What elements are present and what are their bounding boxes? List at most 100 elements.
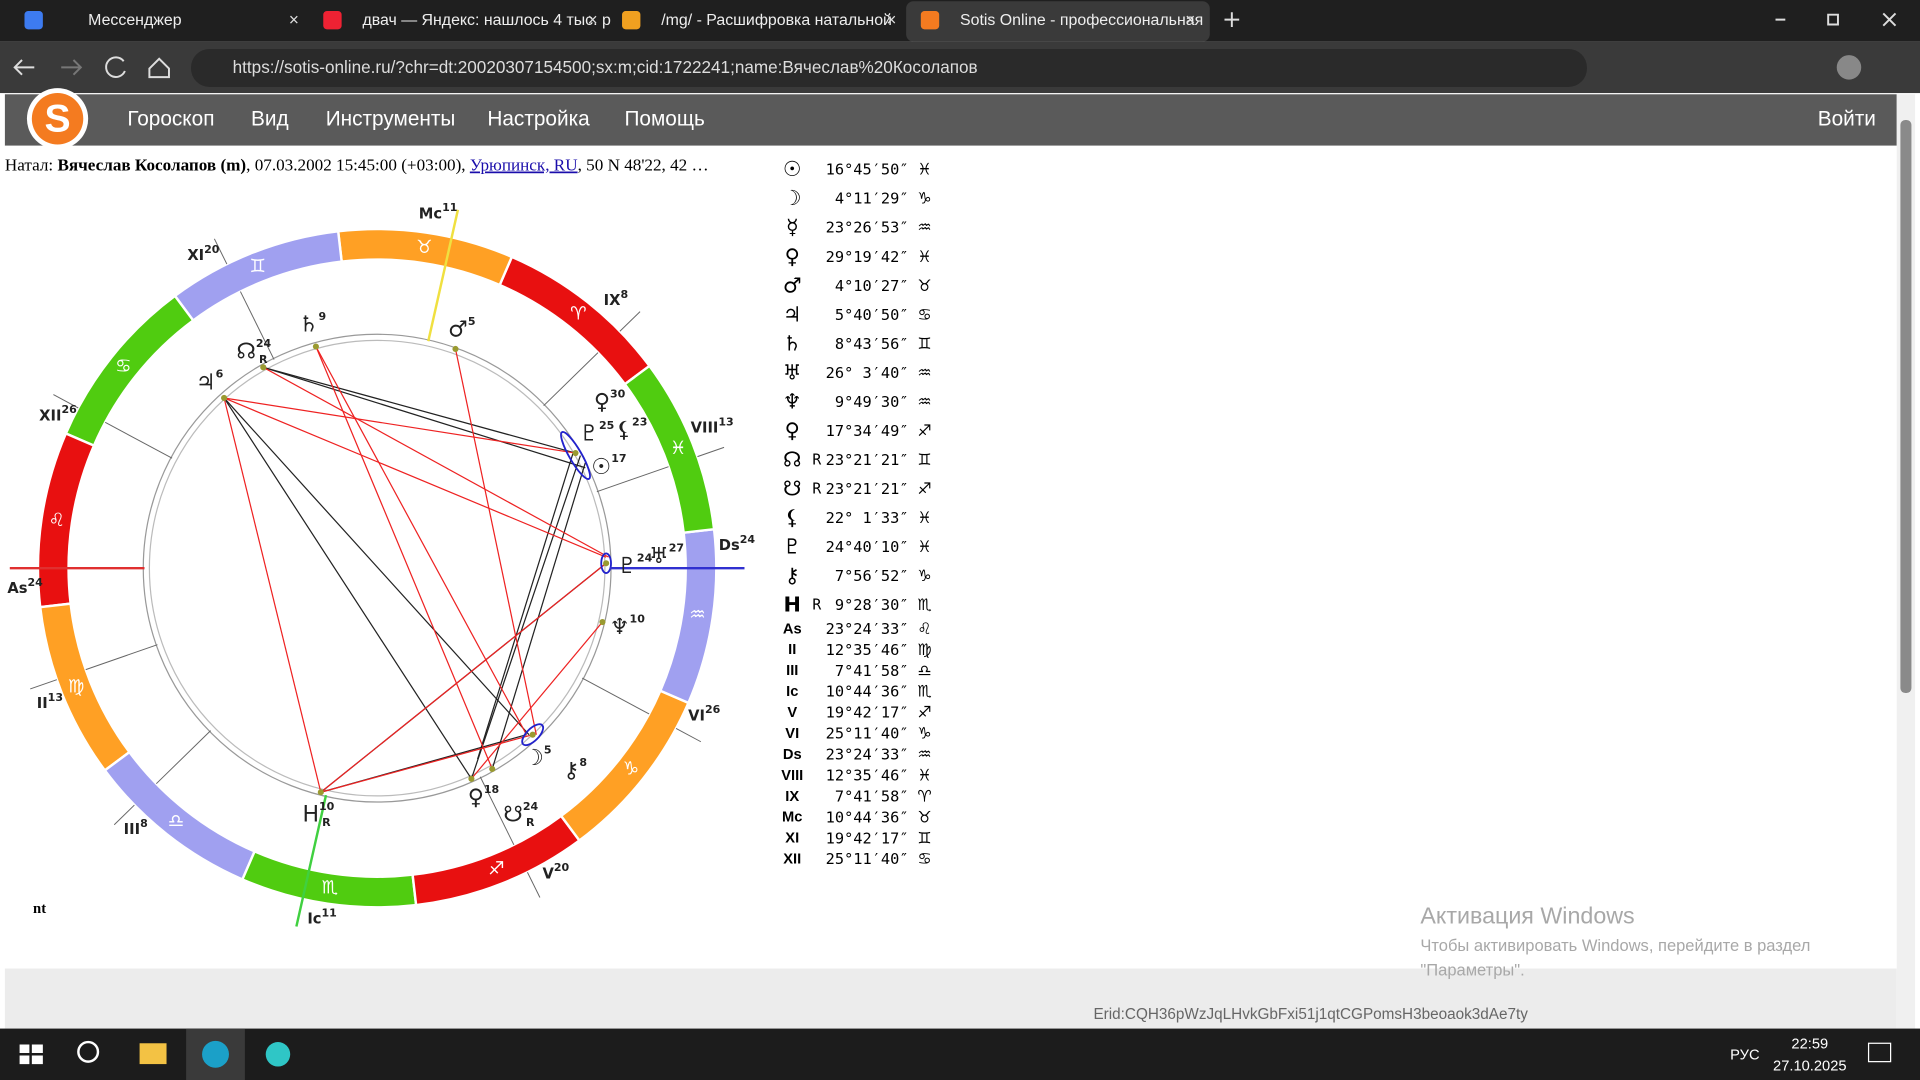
- position-glyph: ⚷: [785, 563, 800, 587]
- house-degree: 24: [740, 533, 756, 546]
- reload-button[interactable]: [105, 56, 126, 78]
- taskbar-time[interactable]: 22:59: [1791, 1036, 1828, 1052]
- app-icon[interactable]: [265, 1042, 291, 1067]
- back-button[interactable]: [13, 59, 35, 76]
- house-cusp: [295, 794, 328, 927]
- position-sign: ♓: [917, 508, 931, 527]
- house-name: VI: [688, 707, 705, 724]
- position-value: 4°10′27″: [835, 277, 909, 295]
- tab-icon: [622, 11, 641, 30]
- zodiac-sign: ♑: [623, 758, 639, 779]
- window-controls[interactable]: [1224, 12, 1897, 27]
- planet-label: ♇24: [617, 551, 652, 579]
- planet-dot: [260, 364, 267, 371]
- menu-item[interactable]: Гороскоп: [127, 108, 214, 131]
- tab-close[interactable]: ×: [1185, 9, 1195, 29]
- position-sign: ♑: [917, 189, 931, 208]
- home-button[interactable]: [148, 57, 170, 79]
- planet-dot: [489, 765, 496, 773]
- planet-glyph: ⚷: [563, 758, 579, 783]
- house-row-sign: ♉: [917, 807, 931, 826]
- natal-city[interactable]: Урюпинск, RU: [470, 155, 578, 174]
- planet-degree: 9: [319, 310, 327, 323]
- planet-glyph: ♄: [299, 313, 319, 338]
- position-glyph: H: [784, 593, 801, 617]
- planet-degree: 5: [544, 744, 552, 757]
- explorer-icon[interactable]: [139, 1043, 167, 1065]
- position-sign: ♑: [917, 566, 931, 585]
- edge-icon[interactable]: [202, 1040, 229, 1068]
- activation-title: Активация Windows: [1420, 902, 1634, 928]
- planet-label: ♄9: [299, 310, 326, 338]
- house-name: II: [37, 695, 48, 712]
- tab-close[interactable]: ×: [588, 9, 598, 29]
- zodiac-sign: ♋: [115, 356, 131, 377]
- menu-item[interactable]: Вид: [251, 108, 289, 131]
- address-bar[interactable]: [191, 48, 1587, 87]
- position-sign: ♐: [917, 421, 931, 440]
- house-row-label: II: [788, 642, 796, 658]
- tab-title[interactable]: двач — Яндекс: нашлось 4 тыс. р: [362, 12, 611, 29]
- planet-degree: 24: [256, 337, 272, 350]
- position-sign: ♓: [917, 160, 931, 179]
- house-row-sign: ♍: [917, 640, 931, 659]
- notifications-button[interactable]: [1867, 1042, 1892, 1063]
- chart-mode: nt: [33, 901, 46, 917]
- url[interactable]: https://sotis-online.ru/?chr=dt:20020307…: [233, 57, 978, 77]
- scrollbar-thumb[interactable]: [1900, 120, 1912, 694]
- forward-button[interactable]: [61, 59, 83, 76]
- taskbar-date[interactable]: 27.10.2025: [1773, 1058, 1847, 1074]
- tab-icon: [920, 11, 940, 30]
- menu-item[interactable]: Инструменты: [326, 108, 456, 131]
- house-name: III: [124, 821, 140, 838]
- planet-dot: [221, 394, 228, 402]
- house-label: IX8: [604, 288, 628, 309]
- aspect-lines: [223, 346, 609, 793]
- house-row-label: VI: [785, 726, 799, 742]
- menu-item[interactable]: Помощь: [624, 108, 704, 131]
- house-row-sign: ♒: [917, 745, 931, 764]
- house-row-label: Mc: [782, 810, 802, 826]
- planet-glyph: ♇: [617, 554, 637, 579]
- tab-title[interactable]: /mg/ - Расшифровка натальной: [661, 12, 892, 29]
- profile-button[interactable]: [1836, 55, 1862, 80]
- house-row-sign: ♓: [917, 765, 931, 784]
- planet-glyph: ♆: [610, 615, 630, 640]
- house-label: VIII13: [691, 415, 734, 436]
- house-row-value: 23°24′33″: [826, 746, 909, 764]
- position-glyph: ☉: [783, 157, 802, 181]
- start-button[interactable]: [19, 1044, 43, 1065]
- position-glyph: ♇: [783, 534, 802, 558]
- position-glyph: ♄: [783, 331, 802, 355]
- search-button[interactable]: [77, 1040, 100, 1063]
- house-name: XI: [187, 247, 204, 264]
- tab-close[interactable]: ×: [289, 9, 299, 29]
- house-degree: 26: [705, 703, 721, 716]
- house-row-sign: ♌: [917, 619, 931, 638]
- tab-title[interactable]: Sotis Online - профессиональная: [960, 12, 1203, 29]
- tab-title[interactable]: Мессенджер: [88, 12, 182, 29]
- position-value: 4°11′29″: [835, 190, 909, 208]
- taskbar-language[interactable]: РУС: [1730, 1047, 1760, 1063]
- position-glyph: ☋: [783, 476, 801, 500]
- zodiac-sign: ♓: [670, 438, 686, 459]
- house-row-sign: ♑: [917, 724, 931, 743]
- zodiac-sign: ♏: [322, 878, 338, 899]
- house-degree: 11: [322, 906, 337, 919]
- menu-item[interactable]: Настройка: [487, 108, 590, 131]
- planet-degree: 24: [523, 800, 539, 813]
- house-label: XII26: [39, 403, 77, 424]
- tab-close[interactable]: ×: [886, 9, 896, 29]
- zodiac-sign: ♌: [49, 510, 65, 531]
- planet-dot: [468, 775, 475, 782]
- house-row-value: 7°41′58″: [835, 662, 909, 680]
- planet-dot: [603, 560, 610, 567]
- tab-icon: [24, 11, 43, 30]
- active-tab[interactable]: [906, 1, 1210, 42]
- zodiac-sign: ♍: [68, 676, 84, 697]
- taskbar: [0, 1028, 1920, 1080]
- house-label: II13: [37, 691, 63, 712]
- login[interactable]: Войти: [1818, 108, 1876, 131]
- house-label: As24: [7, 576, 43, 597]
- planet-retro: R: [322, 816, 331, 829]
